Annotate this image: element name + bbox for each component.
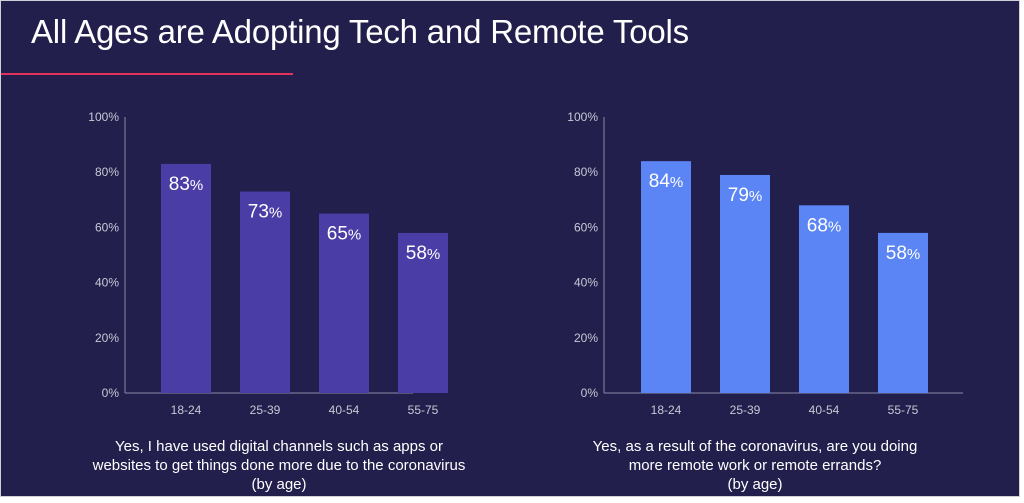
bar <box>720 174 770 393</box>
y-tick-label: 100% <box>567 110 598 124</box>
y-tick-label: 40% <box>95 276 119 290</box>
y-tick-label: 20% <box>574 331 598 345</box>
data-label-suffix: % <box>828 218 841 235</box>
data-label-value: 58 <box>406 243 427 264</box>
caption-line: (by age) <box>727 476 783 493</box>
chart-digital-channels: 0% 20% 40% 60% 80% 100% 83% 18-24 73% 25-39 65% 40-… <box>88 110 448 417</box>
y-tick-label: 0% <box>102 386 120 400</box>
data-label-value: 65 <box>327 224 348 245</box>
x-category-label: 55-75 <box>408 403 439 417</box>
data-label-value: 83 <box>169 174 190 195</box>
data-label-value: 58 <box>886 243 907 264</box>
data-label-value: 79 <box>728 185 749 206</box>
bar-data-label: 73% <box>248 202 282 223</box>
bar <box>878 232 928 393</box>
data-label-suffix: % <box>907 246 920 263</box>
bar <box>240 191 290 393</box>
data-label-suffix: % <box>190 177 203 194</box>
bar-data-label: 79% <box>728 185 762 206</box>
bar <box>161 163 211 393</box>
y-tick-label: 80% <box>95 165 119 179</box>
caption-line: Yes, I have used digital channels such a… <box>115 438 443 455</box>
bar-data-label: 83% <box>169 174 203 195</box>
x-category-label: 25-39 <box>730 403 761 417</box>
chart-remote-work: 0% 20% 40% 60% 80% 100% 84% 18-24 79% 25-39 68% 40-… <box>567 110 963 417</box>
bar-data-label: 68% <box>807 215 841 236</box>
caption-line: Yes, as a result of the coronavirus, are… <box>592 438 918 455</box>
data-label-suffix: % <box>670 174 683 191</box>
bar <box>319 213 369 393</box>
bar-data-label: 58% <box>886 243 920 264</box>
y-tick-label: 20% <box>95 331 119 345</box>
x-category-label: 55-75 <box>888 403 919 417</box>
x-category-label: 18-24 <box>171 403 202 417</box>
caption-line: websites to get things done more due to … <box>92 457 466 474</box>
bar-data-label: 65% <box>327 224 361 245</box>
x-category-label: 40-54 <box>329 403 360 417</box>
data-label-suffix: % <box>749 188 762 205</box>
caption-line: (by age) <box>251 476 307 493</box>
x-category-label: 25-39 <box>250 403 281 417</box>
data-label-value: 84 <box>649 171 671 192</box>
chart-remote-work-caption: Yes, as a result of the coronavirus, are… <box>545 437 965 494</box>
data-label-value: 73 <box>248 202 269 223</box>
y-tick-label: 40% <box>574 276 598 290</box>
slide-title: All Ages are Adopting Tech and Remote To… <box>31 13 689 50</box>
bar <box>799 205 849 393</box>
data-label-value: 68 <box>807 215 828 236</box>
caption-line: more remote work or remote errands? <box>628 457 882 474</box>
data-label-suffix: % <box>427 246 440 263</box>
bar <box>641 161 691 393</box>
y-tick-label: 60% <box>95 220 119 234</box>
bar-data-label: 58% <box>406 243 440 264</box>
y-tick-label: 100% <box>88 110 119 124</box>
bar <box>398 232 448 393</box>
y-tick-label: 0% <box>581 386 599 400</box>
x-category-label: 18-24 <box>651 403 682 417</box>
chart-digital-channels-caption: Yes, I have used digital channels such a… <box>69 437 489 494</box>
data-label-suffix: % <box>348 227 361 244</box>
data-label-suffix: % <box>269 205 282 222</box>
title-accent-rule <box>1 73 293 75</box>
x-category-label: 40-54 <box>809 403 840 417</box>
y-tick-label: 60% <box>574 220 598 234</box>
y-tick-label: 80% <box>574 165 598 179</box>
bar-data-label: 84% <box>649 171 683 192</box>
